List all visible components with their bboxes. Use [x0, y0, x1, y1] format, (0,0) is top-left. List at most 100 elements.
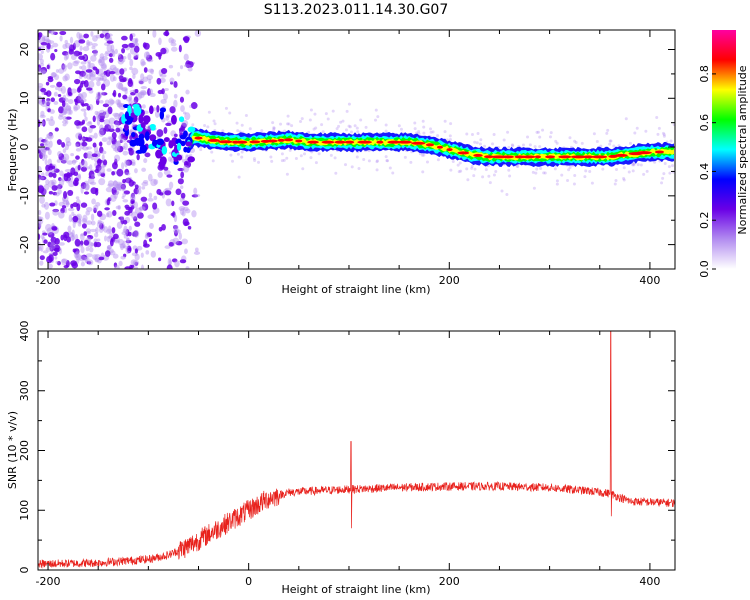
spectrogram-faint-cell: [347, 102, 351, 106]
spectrogram-noise-cell: [39, 58, 44, 64]
spectrogram-noise-cell: [45, 81, 50, 86]
spectrogram-noise-cell: [104, 99, 110, 104]
spectrogram-noise-cell: [47, 241, 52, 248]
spectrogram-noise-cell: [108, 117, 116, 125]
spectrogram-faint-cell: [384, 155, 388, 159]
spectrogram-noise-cell: [41, 172, 45, 178]
spectrogram-noise-cell: [169, 77, 175, 84]
spectrogram-noise-cell: [127, 52, 132, 61]
spectrogram-faint-cell: [248, 127, 252, 131]
spectrogram-faint-cell: [599, 144, 603, 148]
spectrogram-faint-cell: [631, 163, 635, 167]
spectrogram-noise-cell: [50, 97, 56, 103]
spectrogram-faint-cell: [605, 131, 609, 135]
spectrogram-noise-cell: [103, 226, 109, 233]
spectrogram-faint-cell: [458, 161, 462, 165]
spectrogram-faint-cell: [475, 141, 479, 145]
spectrogram-noise-cell: [95, 95, 101, 101]
spectrogram-noise-cell: [107, 244, 112, 250]
spectrogram-noise-cell: [183, 165, 190, 173]
spectrogram-faint-cell: [555, 179, 559, 183]
spectrogram-noise-cell: [131, 67, 139, 75]
snr-y-tick-label: 0: [18, 567, 31, 574]
spectrogram-noise-cell: [107, 183, 115, 188]
spectrogram-noise-cell: [97, 158, 102, 167]
spectrogram-noise-cell: [103, 110, 110, 119]
spectrogram-noise-cell: [83, 182, 90, 191]
spectrogram-noise-cell: [86, 87, 93, 91]
spectrogram-noise-cell: [171, 258, 178, 263]
spectrogram-noise-cell: [187, 61, 194, 68]
spectrogram-noise-cell: [101, 137, 108, 143]
spectrogram-noise-cell: [88, 80, 95, 89]
spectrogram-noise-cell: [51, 185, 58, 191]
spectrogram-noise-cell: [59, 170, 64, 177]
spectrogram-peak-cell: [387, 140, 401, 144]
spectrogram-noise-cell: [65, 137, 71, 144]
spectrogram-noise-cell: [51, 181, 56, 187]
spectrogram-noise-cell: [61, 205, 67, 209]
spectrogram-noise-cell: [81, 126, 88, 133]
spectrogram-noise-cell: [57, 184, 63, 190]
spectrogram-faint-cell: [667, 165, 671, 169]
spectrogram-noise-cell: [74, 177, 79, 183]
spectrogram-noise-cell: [68, 48, 74, 55]
spectrogram-noise-cell: [164, 245, 171, 249]
spectrogram-noise-cell: [39, 114, 46, 119]
spectrogram-noise-cell: [113, 262, 118, 268]
spectrogram-peak-cell: [307, 140, 319, 144]
spectrogram-noise-cell: [117, 145, 124, 153]
spectrogram-noise-cell: [132, 230, 139, 237]
colorbar-label: Normalized spectral amplitude: [736, 65, 749, 234]
spectrogram-transition-cell: [144, 131, 150, 141]
spectrogram-noise-cell: [40, 101, 48, 108]
spectrogram-faint-cell: [632, 161, 636, 165]
spectrogram-noise-cell: [74, 119, 81, 126]
spectrogram-faint-cell: [388, 166, 392, 170]
spectrogram-noise-cell: [85, 146, 93, 150]
spectrogram-noise-cell: [168, 259, 172, 266]
spectrogram-faint-cell: [595, 139, 599, 143]
spectrogram-noise-cell: [143, 243, 150, 248]
spectrogram-peak-cell: [473, 153, 483, 157]
spectrogram-faint-cell: [367, 159, 371, 163]
spectrogram-faint-cell: [538, 135, 542, 139]
spectrogram-noise-cell: [173, 225, 178, 230]
spectrogram-noise-cell: [148, 78, 152, 85]
spectrogram-noise-cell: [109, 73, 115, 82]
spectrogram-noise-cell: [74, 182, 78, 186]
spectrogram-noise-cell: [90, 242, 95, 247]
spectrogram-noise-cell: [125, 239, 132, 244]
spectrogram-noise-cell: [91, 45, 96, 50]
spectrogram-noise-cell: [124, 159, 128, 168]
spectrogram-noise-cell: [50, 72, 57, 78]
spectrogram-noise-cell: [173, 133, 178, 138]
spectrogram-noise-cell: [89, 228, 97, 233]
spectrogram-noise-cell: [117, 92, 122, 98]
spectrogram-faint-cell: [528, 143, 532, 147]
spectrogram-noise-cell: [95, 202, 101, 207]
spectrogram-noise-cell: [78, 39, 86, 44]
spectrogram-faint-cell: [632, 163, 636, 167]
spectrogram-noise-cell: [92, 49, 98, 54]
spectrogram-noise-cell: [191, 210, 197, 218]
spectrogram-noise-cell: [78, 255, 86, 262]
spectrogram-faint-cell: [470, 164, 474, 168]
spectrogram-faint-cell: [313, 112, 317, 116]
spectrogram-noise-cell: [67, 189, 74, 197]
spectrogram-noise-cell: [183, 64, 191, 68]
spectrogram-noise-cell: [98, 129, 104, 137]
spectrogram-faint-cell: [282, 158, 286, 162]
spectrogram-noise-cell: [66, 236, 72, 243]
snr-y-tick-label: 300: [18, 380, 31, 401]
spectrogram-noise-cell: [179, 207, 185, 216]
spectrogram-noise-cell: [67, 62, 73, 70]
spectrogram-noise-cell: [131, 199, 135, 204]
spectrogram-faint-cell: [555, 141, 559, 145]
spectrogram-faint-cell: [622, 166, 626, 170]
spectrogram-faint-cell: [431, 130, 435, 134]
spectrogram-y-tick-label: 0: [18, 144, 31, 151]
spectrogram-noise-cell: [70, 234, 75, 241]
spectrogram-noise-cell: [90, 55, 97, 62]
spectrogram-noise-cell: [181, 119, 189, 127]
